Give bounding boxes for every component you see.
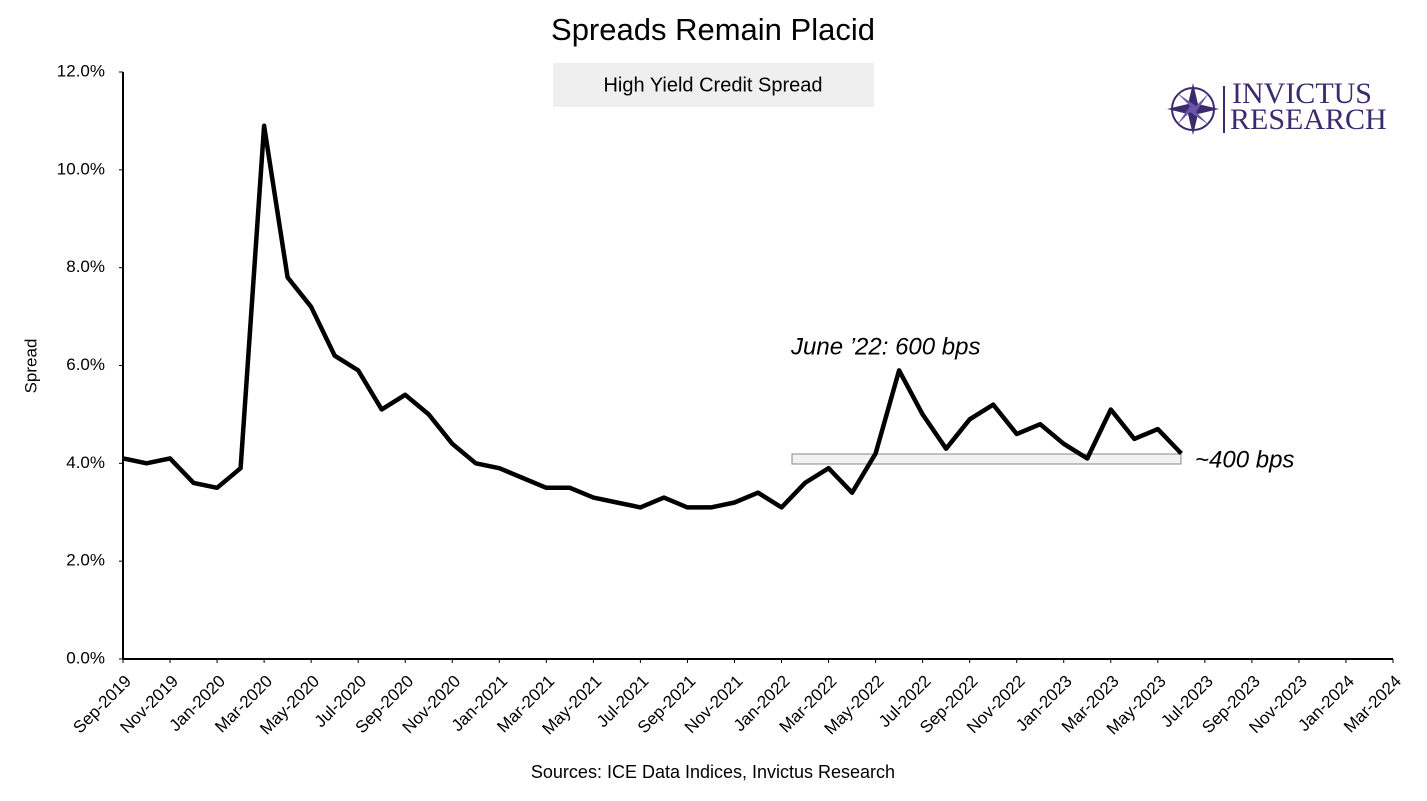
- source: Sources: ICE Data Indices, Invictus Rese…: [531, 762, 895, 782]
- y-axis-label: Spread: [21, 339, 40, 394]
- y-tick-label: 2.0%: [66, 551, 105, 570]
- logo: INVICTUS RESEARCH: [1167, 77, 1387, 136]
- series-line: [122, 123, 1183, 510]
- y-tick-label: 0.0%: [66, 648, 105, 667]
- y-tick-label: 6.0%: [66, 355, 105, 374]
- y-tick-label: 8.0%: [66, 257, 105, 276]
- annotation: ~400 bps: [1195, 446, 1294, 473]
- logo-text: RESEARCH: [1230, 103, 1387, 136]
- logo-text: INVICTUS: [1232, 77, 1372, 110]
- y-tick-label: 4.0%: [66, 453, 105, 472]
- chart-title: Spreads Remain Placid: [551, 12, 875, 47]
- highlight-band: [791, 453, 1182, 465]
- y-tick-label: 12.0%: [57, 61, 105, 80]
- legend-label: High Yield Credit Spread: [603, 74, 822, 96]
- logo-star-inner: [1177, 93, 1209, 125]
- y-tick-label: 10.0%: [57, 159, 105, 178]
- annotation: June ’22: 600 bps: [790, 333, 980, 360]
- legend-box: [553, 63, 874, 107]
